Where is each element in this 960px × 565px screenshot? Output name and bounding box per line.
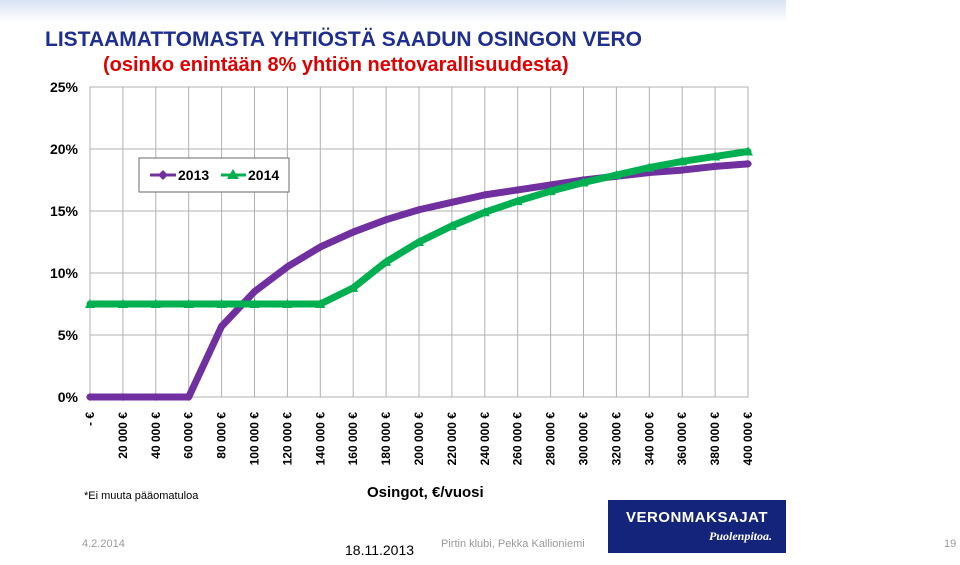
data-point [316, 242, 325, 251]
x-tick-label: 380 000 € [708, 412, 722, 466]
x-tick-label: 160 000 € [346, 412, 360, 466]
data-point [117, 299, 128, 308]
data-point [382, 215, 391, 224]
data-point [546, 180, 555, 189]
slide-header-bar [0, 0, 786, 22]
x-tick-label: 240 000 € [478, 412, 492, 466]
x-tick-label: 180 000 € [379, 412, 393, 466]
data-point [250, 287, 259, 296]
data-point [151, 393, 160, 401]
data-point [743, 146, 753, 156]
x-tick-label: 360 000 € [675, 412, 689, 466]
x-tick-label: 400 000 € [741, 412, 755, 466]
y-axis-ticks: 0% 5% 10% 15% 20% 25% [50, 79, 79, 405]
logo-name: VERONMAKSAJAT [625, 509, 769, 526]
y-tick-label: 10% [50, 265, 79, 281]
data-point [711, 162, 720, 171]
x-tick-label: 280 000 € [544, 412, 558, 466]
footer-presenter: Pirtin klubi, Pekka Kallioniemi [441, 538, 585, 550]
legend-label-2014: 2014 [248, 167, 279, 183]
data-point [513, 185, 522, 194]
data-point [710, 151, 721, 161]
data-point [578, 177, 589, 187]
data-point [184, 393, 193, 401]
page-number: 19 [944, 538, 957, 550]
logo-tagline: Puolenpitoa. [708, 529, 772, 543]
data-point [414, 237, 424, 246]
x-tick-label: 340 000 € [642, 412, 656, 466]
y-tick-label: 5% [58, 327, 79, 343]
x-tick-label: 20 000 € [116, 412, 130, 459]
data-point [677, 156, 688, 166]
data-point [480, 190, 489, 199]
chart-title: LISTAAMATTOMASTA YHTIÖSTÄ SAADUN OSINGON… [45, 28, 642, 51]
triangle-marker-icon [227, 169, 239, 179]
data-point [315, 299, 326, 308]
data-point [744, 159, 752, 168]
x-tick-label: 120 000 € [280, 412, 294, 466]
x-axis-label: Osingot, €/vuosi [367, 484, 484, 501]
y-tick-label: 20% [50, 141, 79, 157]
x-tick-label: 260 000 € [511, 412, 525, 466]
data-point [512, 196, 523, 206]
data-point [479, 207, 490, 217]
x-tick-label: 140 000 € [313, 412, 327, 466]
x-tick-label: 220 000 € [445, 412, 459, 466]
data-point [217, 322, 226, 331]
grid-lines [89, 86, 749, 398]
chart-subtitle: (osinko enintään 8% yhtiön nettovarallis… [103, 54, 569, 76]
footer-date: 4.2.2014 [82, 538, 125, 550]
data-point [644, 162, 655, 172]
x-tick-label: 300 000 € [577, 412, 591, 466]
data-point [447, 198, 456, 207]
data-point [381, 256, 392, 266]
diamond-marker-icon [158, 170, 168, 180]
data-point [183, 299, 194, 308]
x-tick-label: 80 000 € [215, 412, 229, 459]
y-tick-label: 25% [50, 79, 79, 95]
data-point [216, 299, 227, 308]
data-point [86, 393, 94, 401]
data-point [118, 393, 127, 401]
x-axis-ticks: - € 20 000 € 40 000 € 60 000 € 80 000 € 100 0… [83, 412, 755, 466]
y-tick-label: 0% [58, 389, 79, 405]
data-point [150, 299, 161, 308]
x-tick-label: 200 000 € [412, 412, 426, 466]
data-point [415, 205, 423, 214]
footnote: *Ei muuta pääomatuloa [84, 490, 199, 502]
series-lines [85, 146, 753, 401]
data-point [249, 299, 260, 308]
data-point [446, 220, 457, 230]
date-stamp: 18.11.2013 [345, 542, 415, 558]
x-tick-label: 60 000 € [182, 412, 196, 459]
data-point [349, 228, 358, 237]
legend: 2013 2014 [138, 157, 290, 193]
x-tick-label: - € [83, 412, 97, 426]
x-tick-label: 40 000 € [149, 412, 163, 459]
data-point [611, 170, 622, 180]
data-point [282, 299, 293, 308]
legend-label-2013: 2013 [178, 167, 209, 183]
veronmaksajat-logo: VERONMAKSAJAT Puolenpitoa. [608, 500, 786, 553]
data-point [85, 299, 95, 308]
data-point [678, 166, 687, 175]
data-point [545, 186, 556, 196]
data-point [348, 282, 359, 292]
data-point [283, 262, 292, 271]
x-tick-label: 100 000 € [248, 412, 262, 466]
x-tick-label: 320 000 € [609, 412, 623, 466]
y-tick-label: 15% [50, 203, 79, 219]
